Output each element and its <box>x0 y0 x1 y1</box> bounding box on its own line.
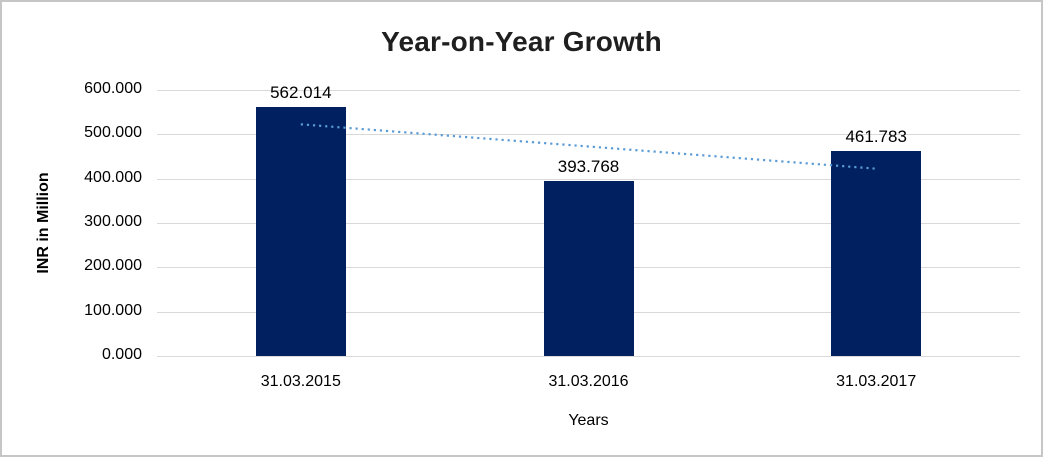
x-axis-tick-labels: 31.03.2015 31.03.2016 31.03.2017 <box>157 373 1020 395</box>
trendline-layer <box>300 123 877 170</box>
y-axis-tick-label: 200.000 <box>84 257 142 275</box>
data-label: 562.014 <box>270 82 332 102</box>
bar-31.03.2016[interactable] <box>543 181 634 356</box>
gridline <box>157 134 1020 136</box>
y-axis-tick-label: 100.000 <box>84 301 142 319</box>
bar-31.03.2017[interactable] <box>831 151 922 356</box>
bar-31.03.2015[interactable] <box>255 106 346 356</box>
y-axis-tick-label: 0.000 <box>101 346 142 363</box>
x-axis-tick-label: 31.03.2017 <box>836 373 917 390</box>
trendline[interactable] <box>300 123 877 170</box>
x-axis-title: Years <box>568 412 609 429</box>
data-label: 393.768 <box>557 157 620 177</box>
chart-title: Year-on-Year Growth <box>381 26 662 57</box>
data-label: 461.783 <box>845 127 907 147</box>
plot-area: 562.014 393.768 461.783 <box>157 83 1020 357</box>
y-axis-tick-label: 600.000 <box>84 80 142 97</box>
gridline <box>157 90 1020 91</box>
gridline <box>157 356 1020 357</box>
y-axis-tick-labels: 600.000 500.000 400.000 300.000 200.000 100.0… <box>2 2 142 455</box>
y-axis-tick-label: 500.000 <box>84 124 142 142</box>
y-axis-tick-label: 300.000 <box>84 213 142 230</box>
gridline <box>157 178 1020 180</box>
x-axis-tick-label: 31.03.2016 <box>548 373 629 390</box>
y-axis-tick-label: 400.000 <box>84 168 142 186</box>
x-axis-tick-label: 31.03.2015 <box>260 373 341 390</box>
